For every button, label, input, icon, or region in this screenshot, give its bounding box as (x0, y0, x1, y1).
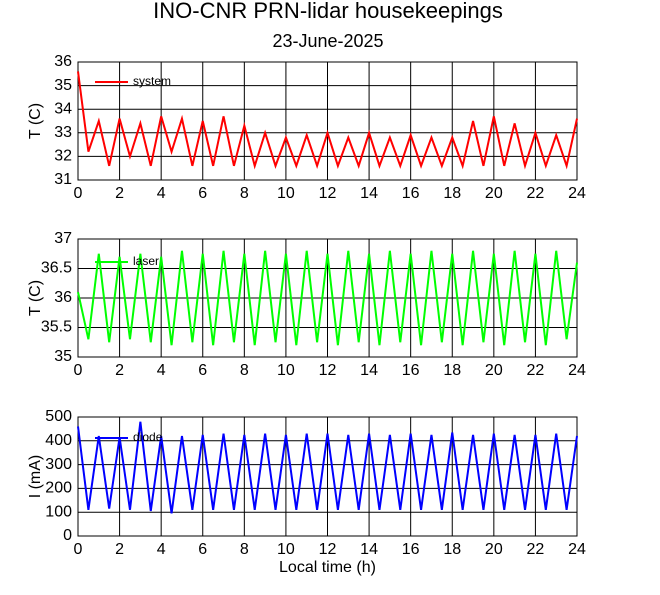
y-tick-label: 35 (54, 348, 72, 365)
x-tick-label: 12 (319, 185, 337, 202)
x-tick-label: 0 (74, 185, 83, 202)
y-tick-label: 34 (54, 100, 72, 117)
y-tick-label: 100 (45, 503, 72, 520)
y-axis-label: I (mA) (27, 455, 44, 499)
x-tick-label: 16 (402, 362, 420, 379)
x-tick-label: 8 (240, 362, 249, 379)
x-axis-label: Local time (h) (279, 559, 376, 576)
x-tick-label: 2 (115, 362, 124, 379)
x-tick-label: 18 (443, 185, 461, 202)
y-tick-label: 33 (54, 124, 72, 141)
x-tick-label: 22 (527, 541, 545, 558)
x-tick-label: 0 (74, 541, 83, 558)
x-tick-label: 22 (527, 185, 545, 202)
x-tick-label: 20 (485, 185, 503, 202)
plot-frame (77, 416, 578, 537)
x-tick-label: 12 (319, 541, 337, 558)
data-line (77, 250, 578, 346)
x-tick-label: 4 (157, 185, 166, 202)
legend-label: system (133, 74, 171, 88)
plot-frame (77, 238, 578, 358)
x-tick-label: 20 (485, 541, 503, 558)
x-tick-label: 10 (277, 541, 295, 558)
data-line (77, 71, 578, 170)
y-axis-label: T (C) (27, 280, 44, 316)
x-tick-label: 12 (319, 362, 337, 379)
x-tick-label: 6 (198, 541, 207, 558)
data-line (77, 421, 578, 514)
y-tick-label: 0 (63, 527, 72, 544)
x-tick-label: 2 (115, 541, 124, 558)
x-tick-label: 6 (198, 185, 207, 202)
x-tick-label: 10 (277, 185, 295, 202)
x-tick-label: 24 (568, 185, 586, 202)
x-tick-label: 24 (568, 362, 586, 379)
x-tick-label: 4 (157, 362, 166, 379)
y-tick-label: 400 (45, 432, 72, 449)
y-tick-label: 35 (54, 77, 72, 94)
x-tick-label: 18 (443, 541, 461, 558)
x-tick-label: 16 (402, 185, 420, 202)
y-tick-label: 32 (54, 148, 72, 165)
x-tick-label: 18 (443, 362, 461, 379)
y-axis-label: T (C) (27, 103, 44, 139)
y-tick-label: 35.5 (41, 319, 72, 336)
y-tick-label: 37 (54, 230, 72, 247)
x-tick-label: 8 (240, 541, 249, 558)
x-tick-label: 14 (360, 362, 378, 379)
y-tick-label: 31 (54, 171, 72, 188)
x-tick-label: 4 (157, 541, 166, 558)
y-tick-label: 300 (45, 456, 72, 473)
x-tick-label: 22 (527, 362, 545, 379)
x-tick-label: 0 (74, 362, 83, 379)
y-tick-label: 500 (45, 408, 72, 425)
chart-title: INO-CNR PRN-lidar housekeepings (153, 0, 503, 23)
x-tick-label: 10 (277, 362, 295, 379)
chart-subtitle: 23-June-2025 (272, 31, 383, 51)
legend-label: laser (133, 254, 159, 268)
x-tick-label: 16 (402, 541, 420, 558)
x-tick-label: 20 (485, 362, 503, 379)
x-tick-label: 2 (115, 185, 124, 202)
x-tick-label: 14 (360, 541, 378, 558)
y-tick-label: 36 (54, 53, 72, 70)
x-tick-label: 8 (240, 185, 249, 202)
x-tick-label: 24 (568, 541, 586, 558)
x-tick-label: 6 (198, 362, 207, 379)
y-tick-label: 200 (45, 480, 72, 497)
y-tick-label: 36 (54, 289, 72, 306)
x-tick-label: 14 (360, 185, 378, 202)
legend-label: diode (133, 430, 163, 444)
y-tick-label: 36.5 (41, 260, 72, 277)
